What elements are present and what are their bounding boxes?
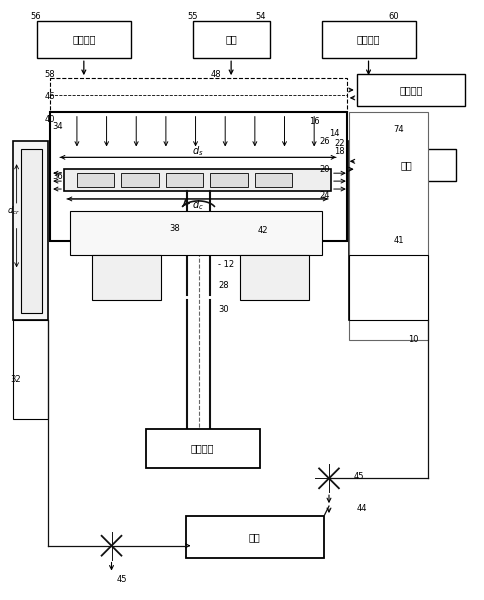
Text: 46: 46: [45, 92, 55, 101]
Text: 36: 36: [52, 172, 63, 181]
Text: 16: 16: [309, 117, 320, 126]
Bar: [37, 20, 131, 58]
Text: 38: 38: [169, 224, 180, 233]
Text: $d_c$: $d_c$: [192, 198, 203, 212]
Text: 26: 26: [319, 137, 330, 146]
Text: 22: 22: [334, 139, 345, 148]
Text: 排气: 排气: [249, 532, 261, 542]
Bar: [357, 74, 466, 106]
Text: 进气温度: 进气温度: [399, 85, 423, 95]
Text: 20: 20: [319, 165, 330, 174]
Bar: [92, 256, 161, 300]
Bar: [166, 173, 203, 187]
Bar: [211, 173, 248, 187]
Bar: [322, 20, 416, 58]
Bar: [240, 256, 309, 300]
Bar: [349, 112, 428, 340]
Text: 28: 28: [218, 281, 229, 290]
Bar: [255, 173, 292, 187]
Text: 42: 42: [258, 226, 268, 235]
Text: 44: 44: [357, 503, 367, 512]
Bar: [13, 320, 48, 419]
Text: 壁温: 壁温: [400, 160, 412, 170]
Text: $d_s$: $d_s$: [192, 145, 203, 158]
Text: 40: 40: [45, 115, 55, 124]
Text: 18: 18: [334, 147, 345, 156]
Text: 45: 45: [117, 575, 127, 584]
Bar: [146, 429, 260, 469]
Text: 56: 56: [30, 12, 41, 21]
Text: 反应气体: 反应气体: [357, 34, 380, 44]
Text: 74: 74: [393, 125, 404, 134]
Text: 载气: 载气: [225, 34, 237, 44]
Bar: [64, 169, 331, 191]
Bar: [13, 142, 48, 320]
Bar: [121, 173, 159, 187]
Bar: [21, 149, 42, 313]
Text: 30: 30: [218, 305, 229, 314]
Bar: [70, 211, 322, 256]
Bar: [77, 173, 115, 187]
Text: 58: 58: [45, 70, 55, 79]
Text: 55: 55: [188, 12, 198, 21]
Text: 反应气体: 反应气体: [72, 34, 95, 44]
Bar: [50, 78, 347, 112]
Text: 14: 14: [329, 129, 339, 138]
Bar: [186, 516, 324, 557]
Text: 41: 41: [393, 236, 404, 245]
Text: 54: 54: [256, 12, 266, 21]
Bar: [193, 20, 270, 58]
Text: 旋转驱动: 旋转驱动: [191, 443, 214, 454]
Text: 24: 24: [319, 191, 330, 200]
Text: 32: 32: [11, 375, 21, 384]
Text: 45: 45: [354, 472, 364, 481]
Text: 10: 10: [408, 335, 419, 344]
Text: 34: 34: [52, 122, 63, 131]
Bar: [357, 149, 455, 181]
Bar: [349, 256, 428, 320]
Text: 60: 60: [388, 12, 399, 21]
Text: 48: 48: [211, 70, 221, 79]
Text: $d_{cr}$: $d_{cr}$: [7, 205, 20, 217]
Text: - 12: - 12: [218, 260, 234, 269]
Bar: [349, 142, 378, 320]
Bar: [50, 112, 347, 241]
